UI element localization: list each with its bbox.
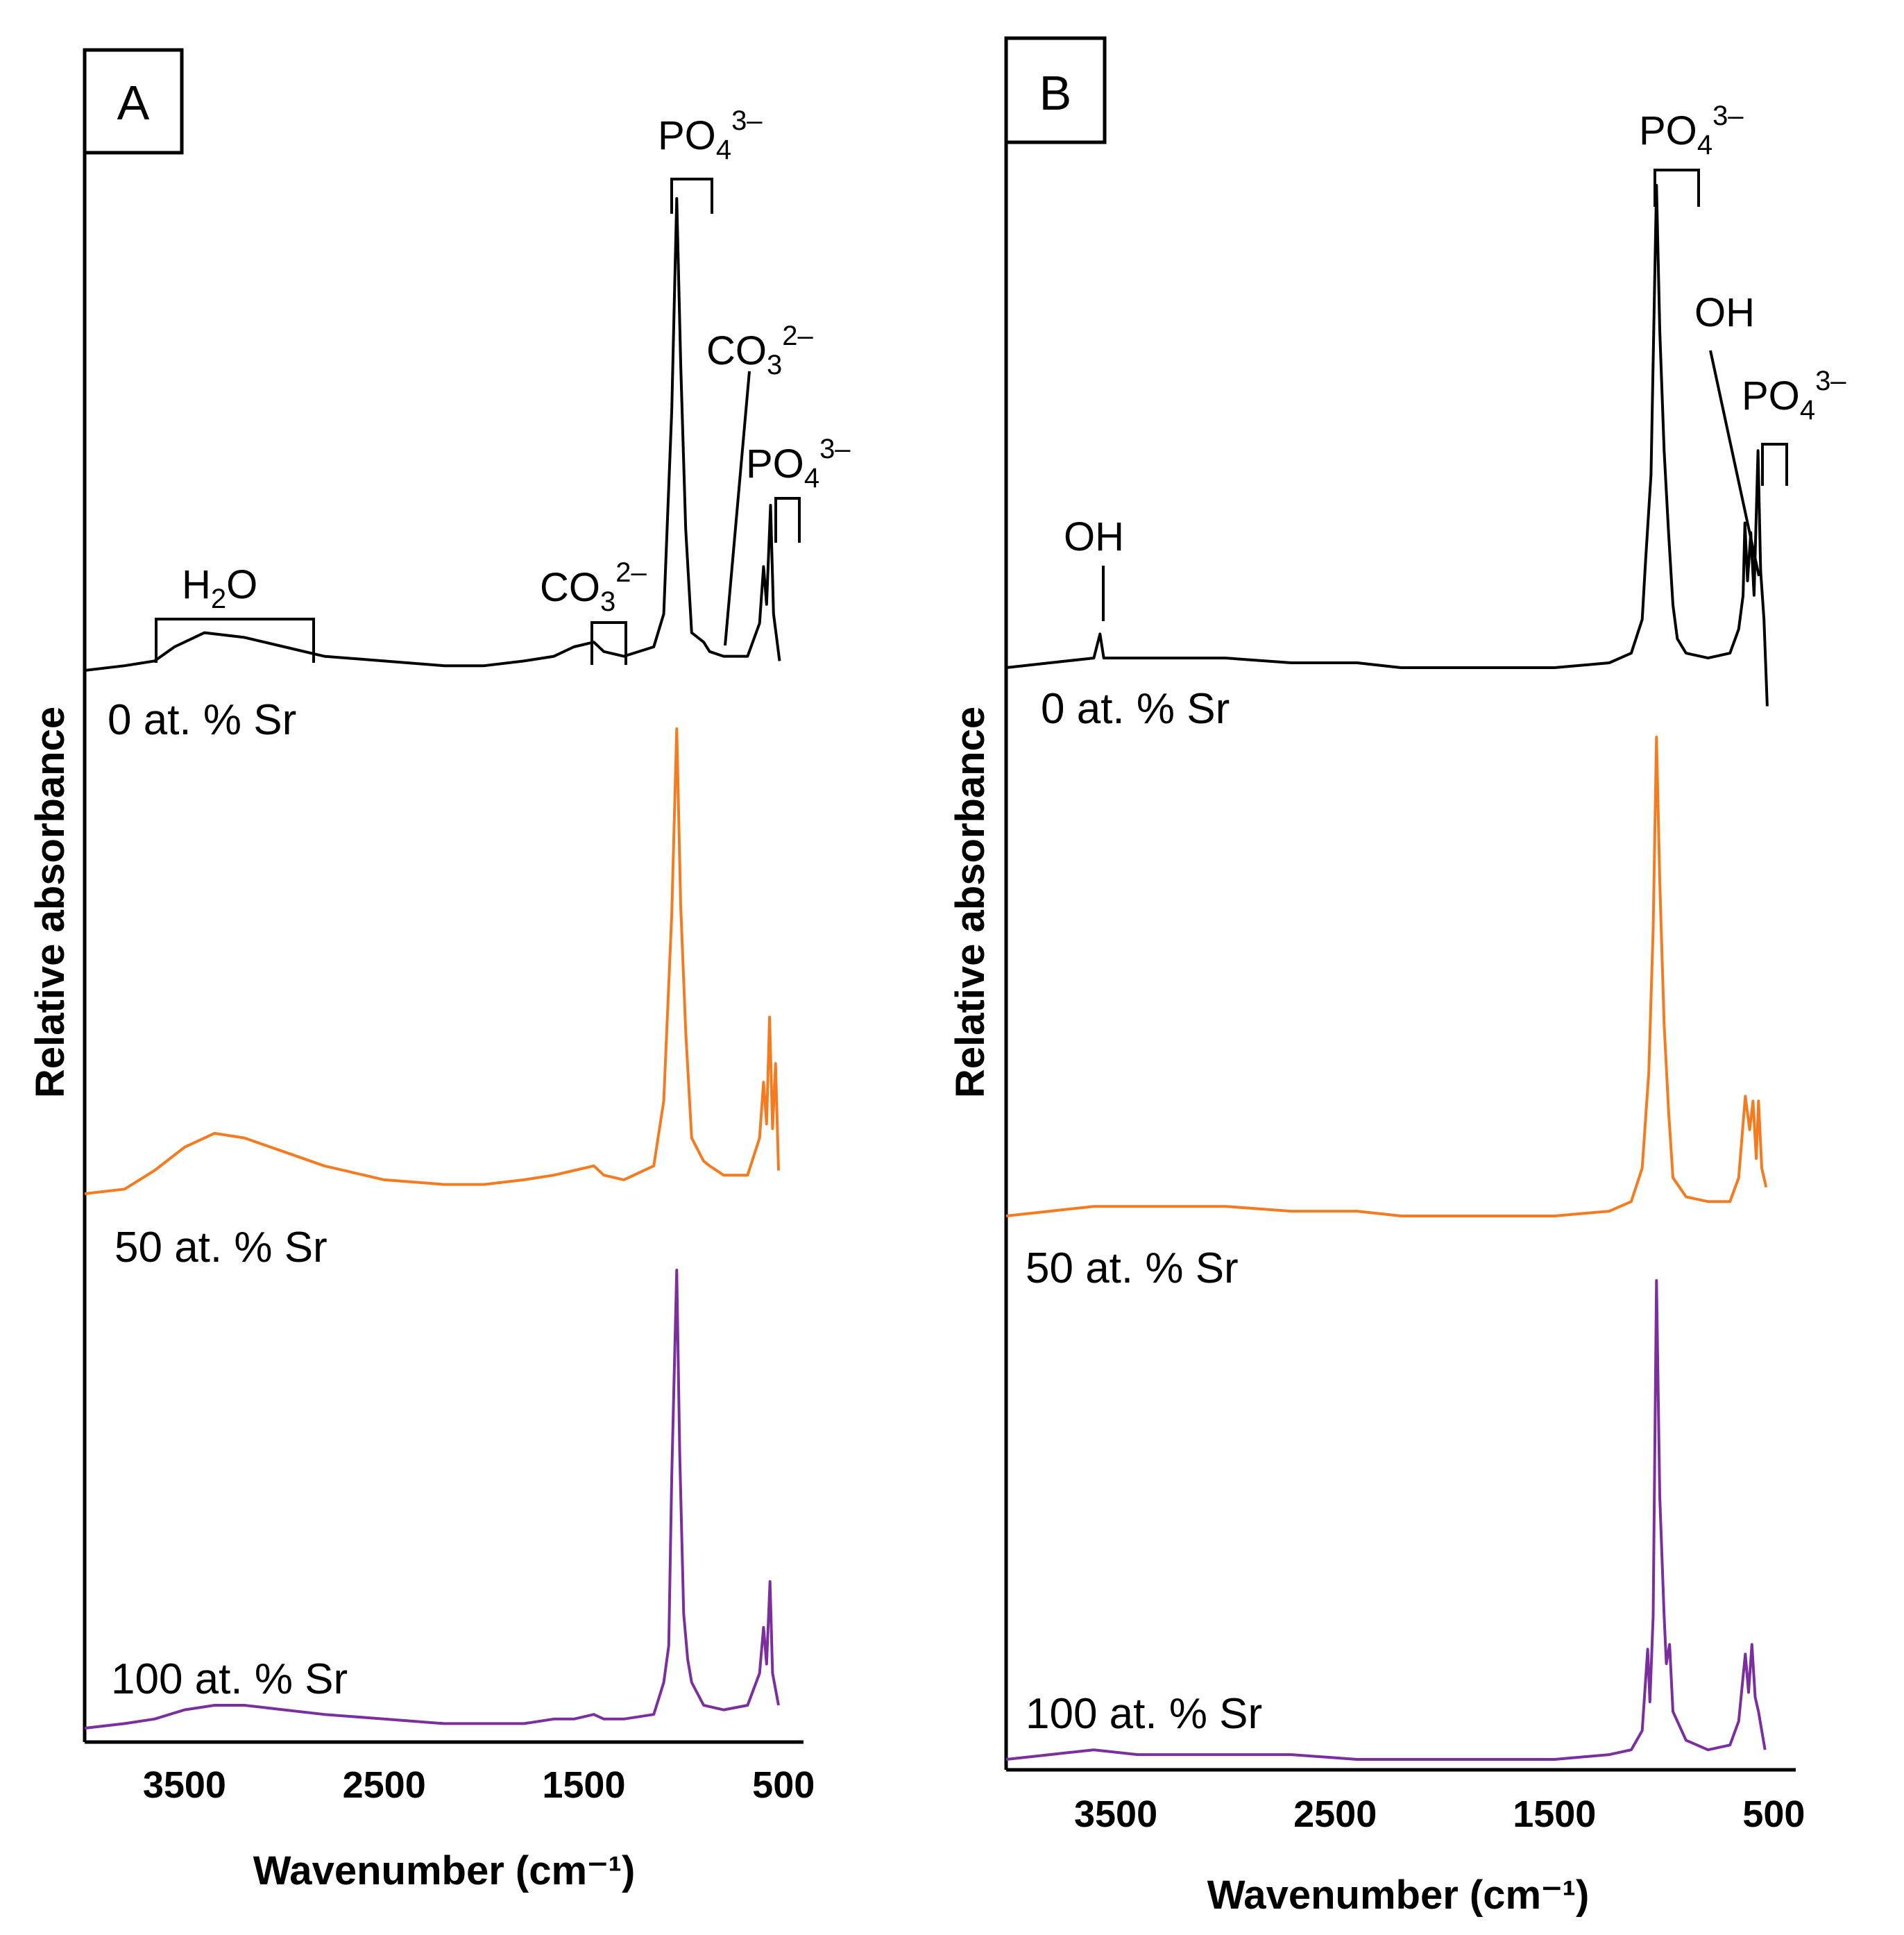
panel-b-label-0at: 0 at. % Sr <box>1041 685 1230 733</box>
panel-a-x-tick-label: 500 <box>752 1764 815 1806</box>
panel-b-x-tick-label: 500 <box>1742 1793 1805 1835</box>
panel-b-series-100at <box>1005 1279 1767 1761</box>
panel-a-h2o-label: H2O <box>182 562 257 614</box>
panel-a-co3-label-1: CO32– <box>540 557 647 617</box>
panel-b-letter-box <box>1004 36 1107 144</box>
panel-b-label-50at: 50 at. % Sr <box>1026 1244 1239 1292</box>
panel-a-x-ticks: 3500 2500 1500 500 <box>143 1764 815 1806</box>
panel-b-po4-bracket-2 <box>1761 443 1788 486</box>
panel-a-po4-bracket-2 <box>774 497 801 543</box>
panel-a-co3-label-2: CO32– <box>706 321 813 380</box>
panel-a-x-tick-label: 2500 <box>343 1764 426 1806</box>
panel-a-y-axis-label: Relative absorbance <box>28 707 73 1098</box>
panel-a-letter: A <box>117 76 150 130</box>
panel-b-oh-label-2: OH <box>1694 290 1755 335</box>
panel-a-label-0at: 0 at. % Sr <box>108 696 296 744</box>
panel-b-x-tick-label: 2500 <box>1293 1793 1377 1835</box>
panel-a-po4-label-1: PO43– <box>658 105 763 165</box>
panel-b: B 3500 2500 1500 500 Wavenumber (cm⁻¹) Rela… <box>948 36 1846 1918</box>
panel-a-co3-leader <box>724 371 751 646</box>
panel-b-po4-bracket-1 <box>1654 169 1700 207</box>
panel-a-x-tick-label: 1500 <box>542 1764 625 1806</box>
panel-a-po4-label-2: PO43– <box>746 434 851 493</box>
panel-a-x-tick-label: 3500 <box>143 1764 226 1806</box>
panel-b-po4-label-2: PO43– <box>1742 366 1846 425</box>
panel-a-series-50at <box>84 727 780 1195</box>
panel-a-letter-box <box>83 48 184 155</box>
panel-b-x-axis-label: Wavenumber (cm⁻¹) <box>1207 1873 1590 1918</box>
panel-b-series-0at <box>1005 184 1769 707</box>
panel-b-po4-label-1: PO43– <box>1639 101 1744 160</box>
panel-a-series-0at <box>84 197 781 672</box>
panel-a-co3-bracket-1 <box>590 621 627 665</box>
panel-b-oh-leader <box>1709 350 1760 577</box>
panel-b-label-100at: 100 at. % Sr <box>1026 1690 1262 1738</box>
panel-b-y-axis-label: Relative absorbance <box>948 707 993 1098</box>
panel-a-label-50at: 50 at. % Sr <box>114 1224 328 1271</box>
panel-b-x-tick-label: 1500 <box>1513 1793 1596 1835</box>
panel-a-po4-bracket-1 <box>670 178 713 214</box>
panel-b-letter: B <box>1039 66 1072 120</box>
panel-a-x-axis-label: Wavenumber (cm⁻¹) <box>253 1848 636 1893</box>
panel-b-x-ticks: 3500 2500 1500 500 <box>1074 1793 1805 1835</box>
panel-b-x-tick-label: 3500 <box>1074 1793 1157 1835</box>
panel-a: A 3500 2500 1500 500 Wavenumber (cm⁻¹) Rela… <box>28 48 851 1893</box>
panel-a-h2o-bracket <box>155 618 315 663</box>
panel-a-series-100at <box>84 1269 780 1730</box>
panel-b-series-50at <box>1005 736 1768 1217</box>
panel-a-label-100at: 100 at. % Sr <box>111 1655 348 1703</box>
panel-b-oh-label-1: OH <box>1064 514 1124 559</box>
